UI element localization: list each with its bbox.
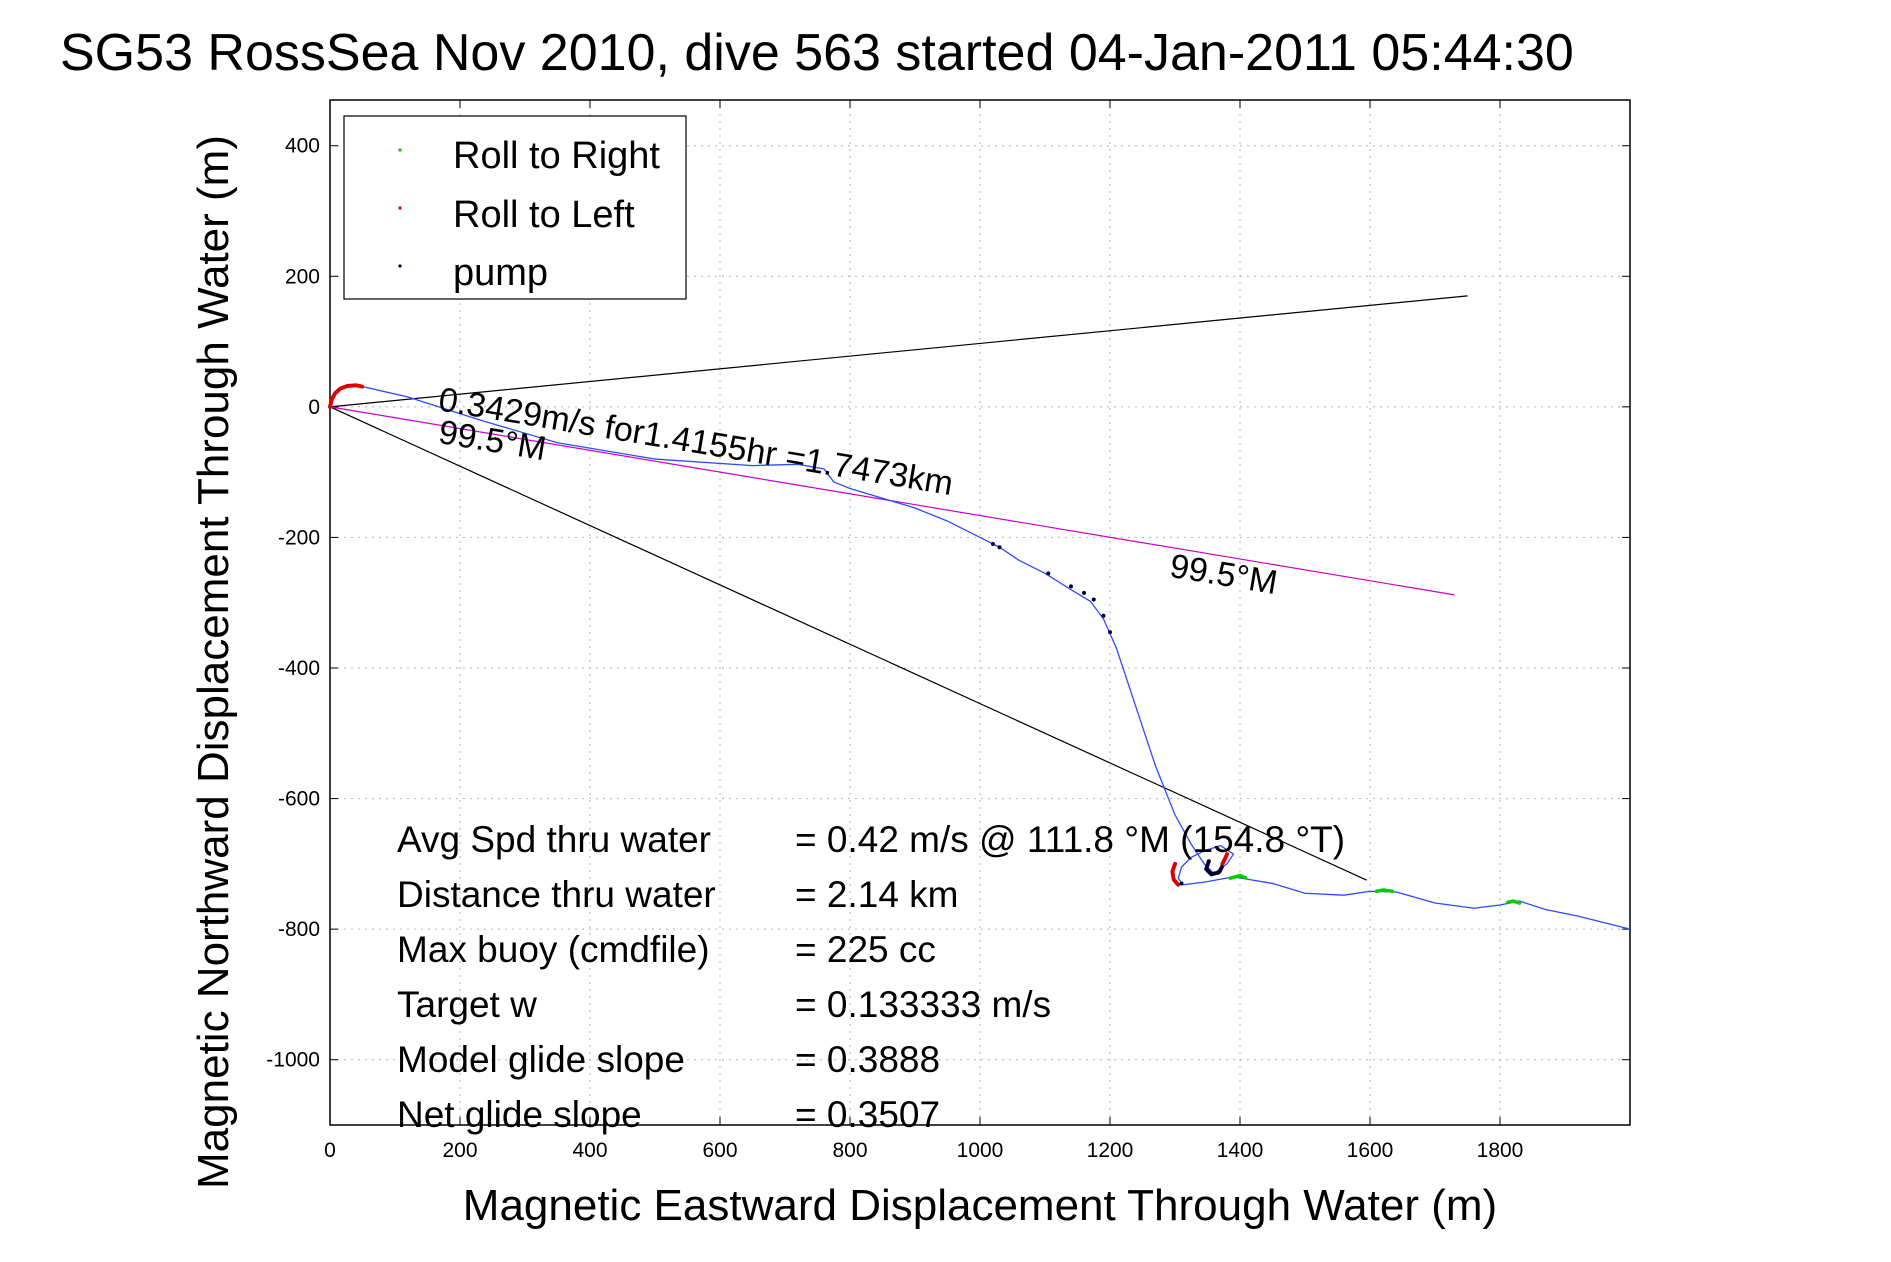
stat-value: = 0.42 m/s @ 111.8 °M (154.8 °T): [795, 819, 1345, 860]
series-line-track: [329, 384, 1631, 930]
title-rest: 3 RossSea Nov 2010, dive 563 started 04-…: [164, 24, 1574, 82]
legend-marker-pump: [398, 264, 402, 268]
stat-value: = 2.14 km: [795, 874, 959, 915]
title-prefix: SG5: [60, 24, 164, 82]
stat-value: = 0.3507: [795, 1094, 940, 1135]
pump-marker: [1091, 597, 1096, 602]
y-tick-label: -200: [278, 526, 320, 549]
legend-label-roll-left: Roll to Left: [453, 194, 635, 236]
pump-marker: [991, 541, 995, 546]
y-axis-label: Magnetic Northward Displacement Through …: [189, 135, 238, 1189]
stat-label: Net glide slope: [397, 1094, 642, 1135]
legend: Roll to Right Roll to Left pump: [343, 115, 687, 300]
x-tick-label: 200: [442, 1139, 477, 1162]
x-axis-label: Magnetic Eastward Displacement Through W…: [463, 1181, 1497, 1230]
pump-marker: [997, 545, 1002, 550]
pump-marker: [1179, 881, 1184, 886]
legend-label-pump: pump: [453, 252, 548, 294]
y-tick-layer: 400 200 0 -200 -400 -600 -800 -1000: [266, 135, 1630, 1072]
chart-title: SG53 RossSea Nov 2010, dive 563 started …: [60, 24, 1574, 82]
y-tick-label: -400: [278, 657, 320, 680]
pump-marker: [1046, 571, 1051, 576]
y-tick-label: -800: [278, 918, 320, 941]
y-tick-label: 400: [285, 135, 320, 158]
y-tick-label: 0: [308, 396, 320, 419]
x-tick-label: 600: [702, 1139, 737, 1162]
x-tick-layer: 0 200 400 600 800 1000 1200 1400 1600 1800: [324, 100, 1523, 1162]
legend-marker-roll-right: [398, 148, 402, 152]
x-tick-label: 800: [832, 1139, 867, 1162]
pump-markers-arc: [1203, 859, 1224, 877]
legend-label-roll-right: Roll to Right: [453, 135, 660, 177]
x-tick-label: 1600: [1347, 1139, 1394, 1162]
stat-label: Distance thru water: [397, 874, 716, 915]
pump-marker: [1069, 584, 1073, 589]
reference-line-lower: [329, 406, 1367, 881]
roll-right-markers: [1374, 888, 1395, 894]
roll-right-markers: [1506, 899, 1522, 905]
pump-marker: [1101, 613, 1106, 618]
x-tick-label: 1000: [957, 1139, 1004, 1162]
y-tick-label: -600: [278, 788, 320, 811]
roll-left-markers: [328, 383, 365, 409]
stats-block: Avg Spd thru water = 0.42 m/s @ 111.8 °M …: [397, 819, 1345, 1135]
x-tick-label: 1800: [1477, 1139, 1524, 1162]
stat-value: = 0.133333 m/s: [795, 984, 1051, 1025]
pump-marker: [1108, 630, 1112, 635]
stat-label: Avg Spd thru water: [397, 819, 711, 860]
stat-value: = 225 cc: [795, 929, 936, 970]
x-tick-label: 1400: [1217, 1139, 1264, 1162]
y-tick-label: -1000: [266, 1049, 320, 1072]
stat-value: = 0.3888: [795, 1039, 940, 1080]
stat-label: Target w: [397, 984, 537, 1025]
x-tick-label: 1200: [1087, 1139, 1134, 1162]
track-layer: [329, 384, 1631, 930]
roll-left-markers: [1220, 852, 1229, 866]
reference-line-upper: [329, 295, 1468, 408]
roll-right-markers: [1228, 873, 1249, 880]
x-tick-label: 400: [572, 1139, 607, 1162]
legend-marker-roll-left: [398, 206, 402, 210]
grid-layer: [330, 100, 1630, 1125]
stat-label: Model glide slope: [397, 1039, 685, 1080]
pump-marker: [1082, 590, 1086, 595]
marker-layer: [328, 383, 1522, 905]
stat-label: Max buoy (cmdfile): [397, 929, 710, 970]
x-tick-label: 0: [324, 1139, 336, 1162]
y-tick-label: 200: [285, 265, 320, 288]
roll-left-markers: [1170, 861, 1181, 887]
